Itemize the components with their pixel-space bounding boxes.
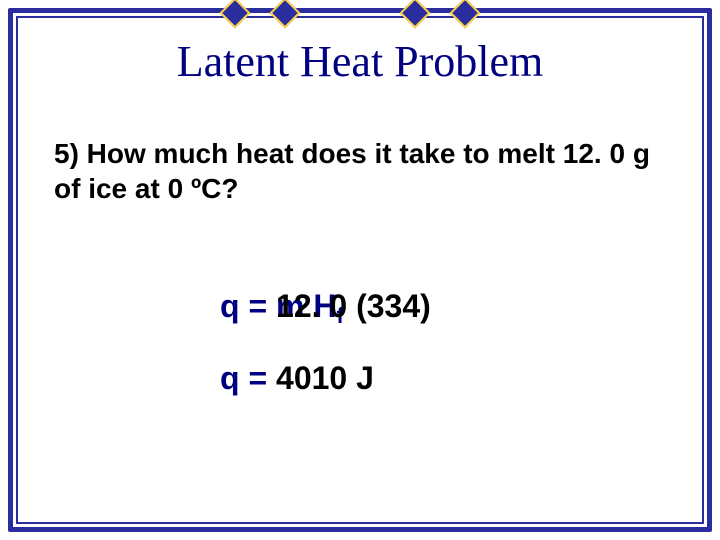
formula-substituted: 12. 0 (334)	[276, 288, 431, 325]
formula-line-1: q = m Hf 12. 0 (334)	[220, 288, 344, 325]
formula-overlay: m Hf 12. 0 (334)	[276, 288, 344, 325]
formula-line-2: q = 4010 J	[220, 360, 374, 397]
answer-value: 4010 J	[276, 360, 374, 396]
ornament-left	[200, 2, 320, 22]
answer-prefix: q =	[220, 360, 276, 396]
formula-q-prefix: q =	[220, 288, 276, 324]
slide: Latent Heat Problem 5) How much heat doe…	[0, 0, 720, 540]
inner-border	[16, 16, 704, 524]
ornament-right	[380, 2, 500, 22]
slide-title: Latent Heat Problem	[0, 36, 720, 87]
problem-question: 5) How much heat does it take to melt 12…	[54, 136, 666, 206]
